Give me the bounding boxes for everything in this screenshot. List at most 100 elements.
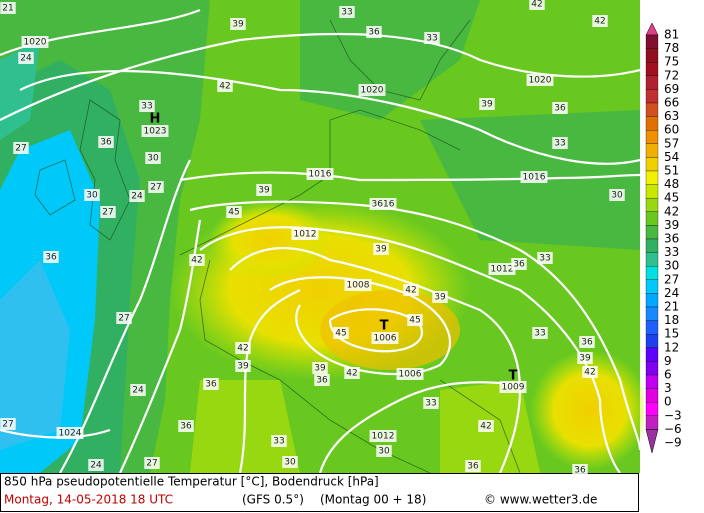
isobar-label: 1020 — [529, 76, 552, 86]
colorbar-label: 12 — [664, 340, 679, 354]
pressure-center: H — [150, 112, 161, 127]
colorbar-swatch — [645, 347, 659, 362]
colorbar-label: 81 — [664, 28, 679, 42]
colorbar-swatch — [645, 198, 659, 212]
temperature-label-box — [314, 374, 330, 386]
temperature-label: 42 — [584, 368, 595, 378]
colorbar-label: 30 — [664, 259, 679, 273]
temperature-label-box — [376, 445, 392, 457]
pressure-center: T — [509, 369, 518, 384]
temperature-label-box — [139, 100, 155, 112]
temperature-label-box — [84, 189, 100, 201]
temperature-label-box — [13, 142, 29, 154]
colorbar-label: 21 — [664, 300, 679, 314]
temperature-label: 33 — [539, 254, 550, 264]
isobar-label-box — [291, 228, 319, 240]
isobar-label: 1012 — [491, 265, 514, 275]
temperature-label: 33 — [534, 329, 545, 339]
temperature-label-box — [312, 362, 328, 374]
temperature-label-box — [333, 327, 349, 339]
colorbar-label: 3 — [664, 381, 672, 395]
temperature-label-box — [344, 367, 360, 379]
colorbar-label: 42 — [664, 204, 679, 218]
isobar-label: 1006 — [399, 370, 422, 380]
temperature-label-box — [339, 6, 355, 18]
isobar-label: 1009 — [502, 383, 525, 393]
colorbar-swatch — [645, 361, 659, 376]
colorbar-swatch — [645, 334, 659, 348]
footer-model: (GFS 0.5°) — [242, 493, 304, 507]
temperature-label-box — [230, 18, 246, 30]
temperature-label-box — [465, 460, 481, 472]
temperature-label-box — [424, 32, 440, 44]
temperature-label-box — [189, 254, 205, 266]
temperature-label: 39 — [579, 354, 591, 364]
temperature-label: 36 — [45, 253, 57, 263]
isobar-label-box — [358, 84, 386, 96]
temperature-label: 27 — [146, 459, 157, 469]
temperature-label: 45 — [409, 316, 420, 326]
temperature-label: 36 — [100, 138, 112, 148]
temperature-label: 24 — [132, 386, 144, 396]
colorbar-swatch — [645, 279, 659, 294]
isobar-label-box — [306, 168, 334, 180]
temperature-label: 39 — [481, 100, 493, 110]
colorbar-label: −3 — [664, 408, 682, 422]
colorbar-swatch — [645, 211, 659, 226]
colorbar-label: 27 — [664, 272, 679, 286]
temperature-label: 24 — [131, 192, 143, 202]
temperature-label: 33 — [341, 8, 352, 18]
isobar-label: 3616 — [372, 200, 395, 210]
temperature-label-box — [609, 189, 625, 201]
colorbar-label: 57 — [664, 136, 679, 150]
temperature-label-box — [88, 459, 104, 471]
temperature-label-box — [552, 137, 568, 149]
colorbar-label: 24 — [664, 286, 679, 300]
temperature-label-box — [407, 314, 423, 326]
temperature-label: 36 — [180, 422, 192, 432]
temperature-label-box — [235, 342, 251, 354]
isobar-label-box — [499, 381, 527, 393]
isobar-label: 1012 — [294, 230, 317, 240]
colorbar-swatch — [645, 306, 659, 321]
temperature-label-box — [0, 418, 16, 430]
temperature-label: 24 — [90, 461, 102, 471]
temperature-label: 42 — [405, 286, 416, 296]
temperature-label: 36 — [205, 380, 217, 390]
temperature-label-box — [373, 243, 389, 255]
temperature-label: 27 — [118, 314, 129, 324]
temperature-label-box — [582, 366, 598, 378]
colorbar-label: 18 — [664, 313, 679, 327]
temperature-label: 36 — [513, 260, 525, 270]
colorbar-label: 39 — [664, 218, 679, 232]
temperature-label: 30 — [147, 154, 159, 164]
colorbar-swatch — [645, 157, 659, 172]
isobar-label-box — [21, 36, 49, 48]
colorbar-swatch — [645, 48, 659, 63]
temperature-label: 30 — [284, 458, 296, 468]
pressure-center: T — [380, 319, 389, 334]
temperature-label: 30 — [378, 447, 390, 457]
temperature-label: 42 — [531, 0, 542, 10]
colorbar-label: 48 — [664, 177, 679, 191]
temperature-label-box — [203, 378, 219, 390]
temperature-label-box — [423, 397, 439, 409]
temperature-label: 36 — [467, 462, 479, 472]
temperature-label-box — [226, 206, 242, 218]
temperature-label-box — [579, 336, 595, 348]
temperature-label-box — [116, 312, 132, 324]
isobar-label: 1020 — [24, 38, 47, 48]
temperature-label: 45 — [335, 329, 346, 339]
colorbar-swatch — [645, 374, 659, 389]
temperature-label: 39 — [314, 364, 326, 374]
isobar-label: 1008 — [347, 281, 370, 291]
isobar-label: 1006 — [374, 334, 397, 344]
isobar-label-box — [526, 74, 554, 86]
temperature-label: 42 — [191, 256, 202, 266]
colorbar-label: 72 — [664, 68, 679, 82]
temperature-label: 42 — [346, 369, 357, 379]
temperature-label-box — [592, 15, 608, 27]
temperature-label: 42 — [237, 344, 248, 354]
temperature-label-box — [271, 435, 287, 447]
colorbar-swatch — [645, 225, 659, 240]
